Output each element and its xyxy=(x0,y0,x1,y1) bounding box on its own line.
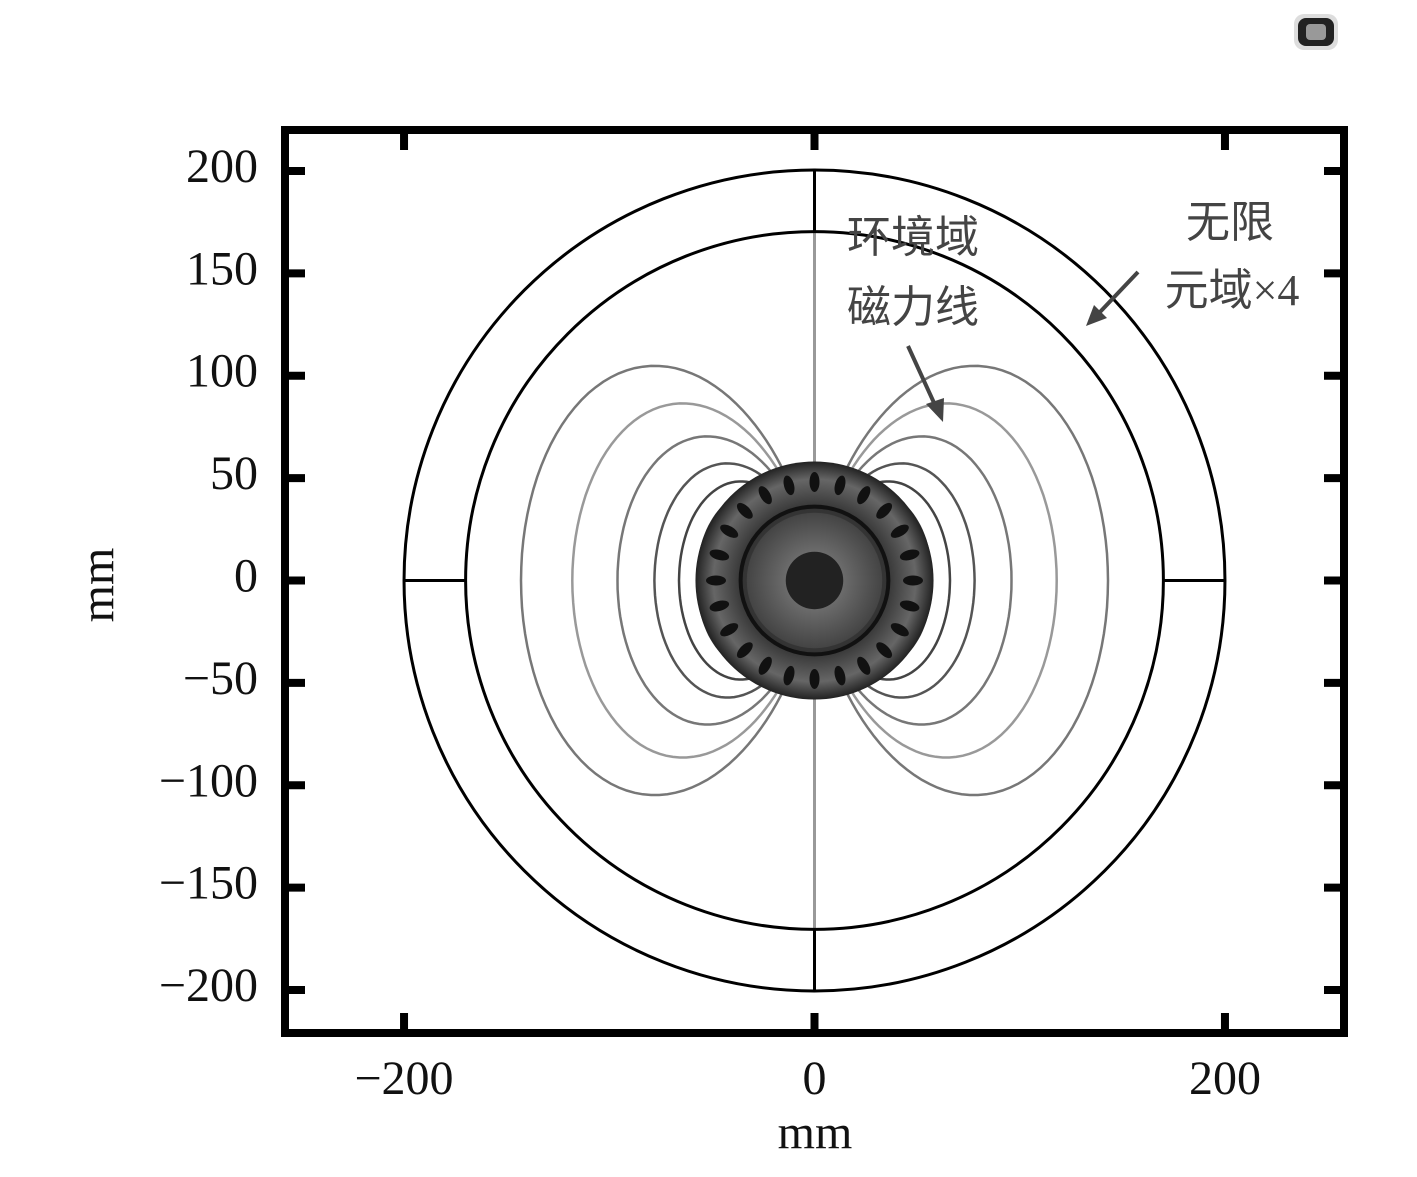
slot xyxy=(857,656,871,675)
slot xyxy=(720,524,739,538)
arrows xyxy=(906,270,1140,422)
corner-icon xyxy=(1294,14,1338,50)
slot xyxy=(890,623,909,637)
y-tick-label: 150 xyxy=(186,242,258,295)
slot xyxy=(899,549,920,561)
y-tick-label: −50 xyxy=(183,652,258,705)
slot xyxy=(890,524,909,538)
slot xyxy=(783,475,795,496)
y-tick-label: −150 xyxy=(159,857,258,910)
annotation: 无限 xyxy=(1186,198,1274,247)
slot xyxy=(903,575,924,586)
domain-circle xyxy=(402,168,1227,993)
slot xyxy=(809,471,820,492)
shaft xyxy=(785,551,844,610)
slot xyxy=(709,600,730,612)
slot xyxy=(736,502,753,519)
slot xyxy=(899,600,920,612)
y-tick-label: 0 xyxy=(234,549,258,602)
slot xyxy=(705,575,726,586)
y-axis-label: mm xyxy=(71,548,124,623)
slot xyxy=(720,623,739,637)
y-tick-label: 200 xyxy=(186,140,258,193)
slot xyxy=(709,549,730,561)
x-tick-label: −200 xyxy=(354,1052,453,1105)
x-axis-label: mm xyxy=(778,1106,853,1159)
x-tick-label: 200 xyxy=(1189,1052,1261,1105)
slot xyxy=(809,668,820,689)
slot xyxy=(834,475,846,496)
annotation: 环境域 xyxy=(847,213,979,262)
domain-circle xyxy=(464,230,1165,931)
slot xyxy=(876,642,893,659)
slot xyxy=(876,502,893,519)
y-tick-label: −200 xyxy=(159,959,258,1012)
x-tick-label: 0 xyxy=(803,1052,827,1105)
slot xyxy=(758,656,772,675)
plot-area xyxy=(402,168,1227,993)
slot xyxy=(736,642,753,659)
air-gap xyxy=(738,504,891,657)
y-tick-label: 50 xyxy=(210,447,258,500)
annotation: 元域×4 xyxy=(1165,266,1300,315)
slot xyxy=(857,486,871,505)
slot xyxy=(758,486,772,505)
field-line xyxy=(519,364,816,797)
field-line xyxy=(571,402,816,759)
field-line xyxy=(813,364,1110,797)
y-tick-label: 100 xyxy=(186,345,258,398)
field-line xyxy=(813,402,1058,759)
annotation: 磁力线 xyxy=(847,283,979,332)
slot xyxy=(834,665,846,686)
y-tick-label: −100 xyxy=(159,754,258,807)
slot xyxy=(783,665,795,686)
